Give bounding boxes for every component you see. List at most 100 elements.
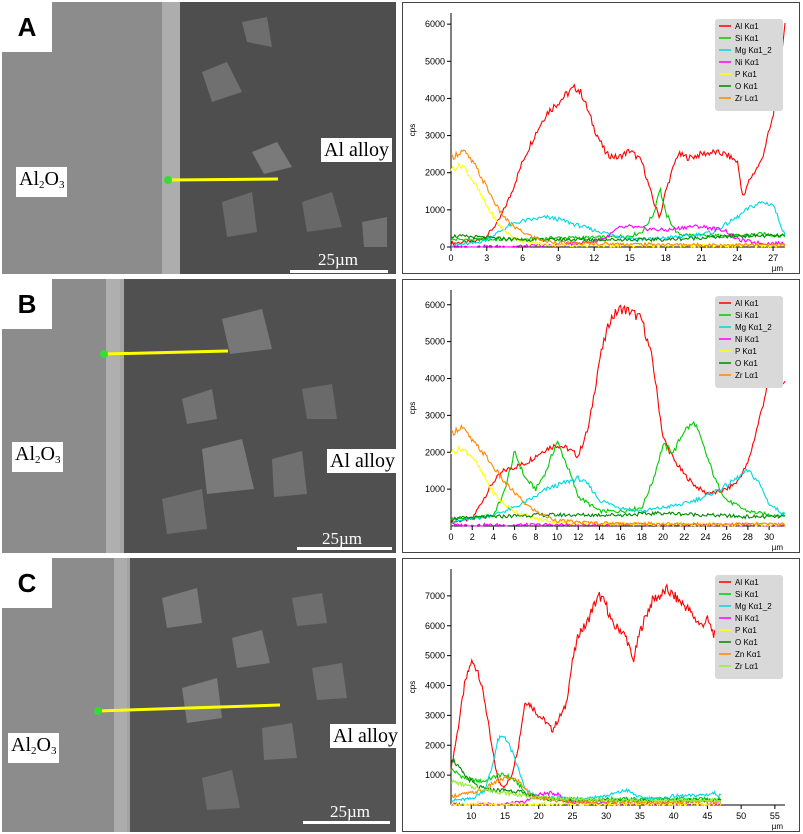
line-scan-b	[103, 349, 229, 356]
y-tick-label: 2000	[425, 740, 445, 750]
oxide-label-sub-2: 2	[31, 745, 37, 757]
series-line-zr	[450, 149, 786, 248]
x-tick-label: 50	[736, 811, 746, 821]
legend-label: P Kα1	[735, 626, 757, 635]
line-scan-a	[167, 177, 279, 182]
x-tick-label: 16	[616, 532, 626, 542]
panel-letter: A	[2, 2, 52, 52]
series-line-al	[450, 304, 786, 525]
legend-label: Al Kα1	[735, 22, 759, 31]
chart-panel-a: 0 3 6 9 12 15 18 21 24 27 0 1000 2000 3000 4000 5000 600…	[402, 2, 800, 274]
scan-start-marker-a	[164, 176, 172, 184]
sem-image-a	[2, 2, 396, 274]
y-tick-label: 3000	[425, 710, 445, 720]
oxide-label: Al2O3	[8, 733, 60, 763]
x-tick-label: 28	[743, 532, 753, 542]
series-line-mg	[450, 734, 722, 803]
scale-label: 25µm	[318, 250, 359, 269]
legend-label: P Kα1	[735, 347, 757, 356]
y-tick-label: 0	[440, 242, 445, 252]
oxide-label-o: O	[44, 168, 59, 190]
x-tick-label: 12	[573, 532, 583, 542]
y-tick-label: 5000	[425, 651, 445, 661]
x-tick-label: 18	[661, 253, 671, 263]
oxide-label-al: Al	[11, 734, 31, 756]
chart-c: 10 15 20 25 30 35 40 45 50 55 1000 2000 3000 4000 5000…	[408, 569, 785, 831]
oxide-label-sub-2: 2	[35, 454, 41, 466]
chart-panel-b: 0 2 4 6 8 10 12 14 16 18 20 22 24 26 28 30 1000 2000 3000 4…	[402, 279, 800, 553]
scale-bar	[290, 270, 388, 273]
x-tick-label: 0	[448, 253, 453, 263]
legend-label: Mg Kα1_2	[735, 46, 772, 55]
legend-label: Zn Kα1	[735, 650, 762, 659]
x-tick-label: 21	[696, 253, 706, 263]
y-tick-label: 1000	[425, 484, 445, 494]
x-tick-label: 20	[658, 532, 668, 542]
alloy-label: Al alloy	[321, 138, 392, 162]
panel-b: B Al2O3 Al alloy 25µm 0 2 4 6 8 10 12 14 16 18 20 2…	[0, 279, 803, 553]
x-tick-label: 3	[484, 253, 489, 263]
alloy-label: Al alloy	[330, 724, 401, 748]
y-tick-label: 6000	[425, 621, 445, 631]
y-tick-label: 1000	[425, 205, 445, 215]
x-tick-label: 18	[637, 532, 647, 542]
legend: Al Kα1 Si Kα1 Mg Kα1_2 Ni Kα1 P Kα1 O Kα1 Zn K…	[715, 575, 783, 679]
x-axis-unit: µm	[772, 543, 784, 552]
x-tick-label: 14	[594, 532, 604, 542]
scale-bar	[303, 821, 390, 824]
x-tick-label: 4	[491, 532, 496, 542]
y-tick-label: 6000	[425, 300, 445, 310]
legend-label: Zr Lα1	[735, 94, 759, 103]
x-tick-label: 10	[552, 532, 562, 542]
x-tick-label: 24	[732, 253, 742, 263]
legend-label: Si Kα1	[735, 311, 759, 320]
legend-label: O Kα1	[735, 359, 758, 368]
legend-label: Al Kα1	[735, 578, 759, 587]
x-tick-label: 30	[764, 532, 774, 542]
x-tick-label: 15	[625, 253, 635, 263]
series-line-zn	[450, 775, 722, 806]
series-line-si	[450, 420, 786, 522]
y-tick-label: 2000	[425, 447, 445, 457]
sem-image-b	[2, 279, 396, 553]
series-line-al	[450, 583, 722, 789]
sem-image-c	[2, 558, 396, 832]
oxide-label-al: Al	[15, 443, 35, 465]
scale-bar	[297, 547, 392, 550]
oxide-label-sub-3: 3	[50, 745, 57, 757]
oxide-label-al: Al	[19, 168, 39, 190]
legend-label: Mg Kα1_2	[735, 323, 772, 332]
y-tick-label: 4000	[425, 93, 445, 103]
legend-box	[715, 575, 783, 679]
y-axis-label: cps	[408, 402, 417, 414]
series-line-o	[450, 232, 786, 243]
x-tick-label: 25	[567, 811, 577, 821]
x-tick-label: 10	[466, 811, 476, 821]
legend-label: O Kα1	[735, 82, 758, 91]
legend: Al Kα1 Si Kα1 Mg Kα1_2 Ni Kα1 P Kα1 O Kα1 Zr L…	[715, 296, 783, 388]
y-tick-label: 6000	[425, 19, 445, 29]
oxide-label-sub-3: 3	[54, 454, 61, 466]
legend-label: Zr Lα1	[735, 662, 759, 671]
scale-label: 25µm	[322, 529, 363, 548]
scan-start-marker-b	[100, 350, 108, 358]
y-tick-label: 3000	[425, 131, 445, 141]
x-axis-unit: µm	[772, 264, 784, 273]
sem-micrograph-c	[2, 558, 396, 832]
series-line-al	[450, 22, 786, 246]
legend-label: Ni Kα1	[735, 58, 760, 67]
legend-label: O Kα1	[735, 638, 758, 647]
x-tick-label: 22	[679, 532, 689, 542]
series-line-zr	[450, 423, 786, 527]
x-tick-label: 27	[768, 253, 778, 263]
x-tick-label: 55	[770, 811, 780, 821]
axes: 10 15 20 25 30 35 40 45 50 55 1000 2000 3000 4000 5000…	[408, 569, 785, 831]
y-tick-label: 7000	[425, 591, 445, 601]
x-tick-label: 9	[556, 253, 561, 263]
legend-label: Ni Kα1	[735, 335, 760, 344]
y-tick-label: 2000	[425, 168, 445, 178]
series-line-o	[450, 510, 786, 521]
x-tick-label: 2	[470, 532, 475, 542]
y-tick-label: 5000	[425, 337, 445, 347]
x-tick-label: 6	[512, 532, 517, 542]
